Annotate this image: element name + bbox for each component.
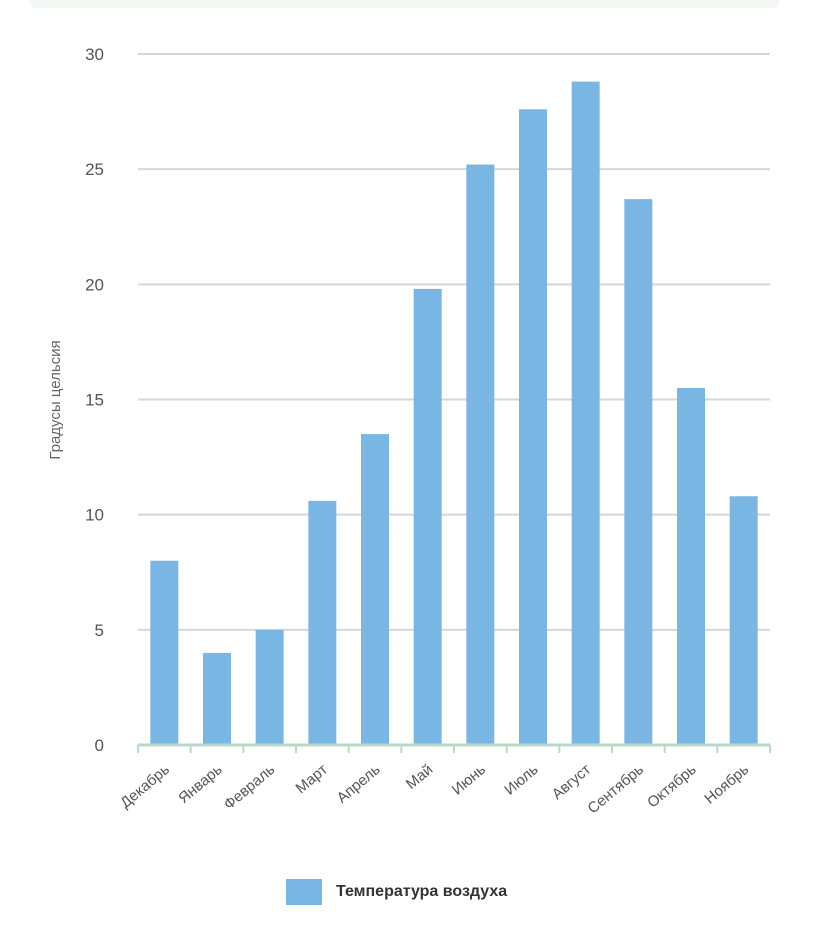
top-strip xyxy=(30,0,780,8)
bar xyxy=(413,288,442,745)
y-tick-label: 5 xyxy=(95,621,104,640)
y-tick-label: 0 xyxy=(95,736,104,755)
bar xyxy=(361,434,389,745)
bar xyxy=(729,496,758,745)
bar xyxy=(677,387,705,745)
legend-swatch xyxy=(286,879,322,905)
x-tick-label: Май xyxy=(403,761,436,793)
x-tick-label: Июль xyxy=(501,761,541,799)
bar xyxy=(466,164,495,745)
bars xyxy=(150,81,758,746)
y-tick-label: 25 xyxy=(85,160,104,179)
bar xyxy=(624,199,653,746)
x-tick-label: Ноябрь xyxy=(701,761,752,808)
bar xyxy=(308,500,337,745)
x-tick-label: Февраль xyxy=(221,761,279,813)
y-axis-ticks: 0 5 10 15 20 25 30 xyxy=(85,45,104,755)
y-tick-label: 10 xyxy=(85,506,104,525)
x-tick-label: Октябрь xyxy=(644,761,700,812)
bar xyxy=(571,81,600,745)
bar xyxy=(203,652,231,745)
bar xyxy=(255,629,284,745)
y-tick-label: 20 xyxy=(85,275,104,294)
x-tick-label: Август xyxy=(549,761,595,803)
x-tick-label: Декабрь xyxy=(117,761,173,812)
legend-label: Температура воздуха xyxy=(336,883,508,900)
y-tick-label: 15 xyxy=(85,391,104,410)
x-tick-label: Январь xyxy=(175,761,225,807)
gridlines xyxy=(138,53,770,631)
legend: Температура воздуха xyxy=(286,879,507,905)
bar xyxy=(150,560,179,745)
bar xyxy=(519,109,547,745)
x-tick-label: Июнь xyxy=(449,761,489,799)
y-axis-title: Градусы цельсия xyxy=(47,340,64,459)
x-tick-label: Апрель xyxy=(334,761,384,807)
x-tick-label: Сентябрь xyxy=(584,761,647,817)
x-tick-label: Март xyxy=(292,761,331,797)
y-tick-label: 30 xyxy=(85,45,104,64)
